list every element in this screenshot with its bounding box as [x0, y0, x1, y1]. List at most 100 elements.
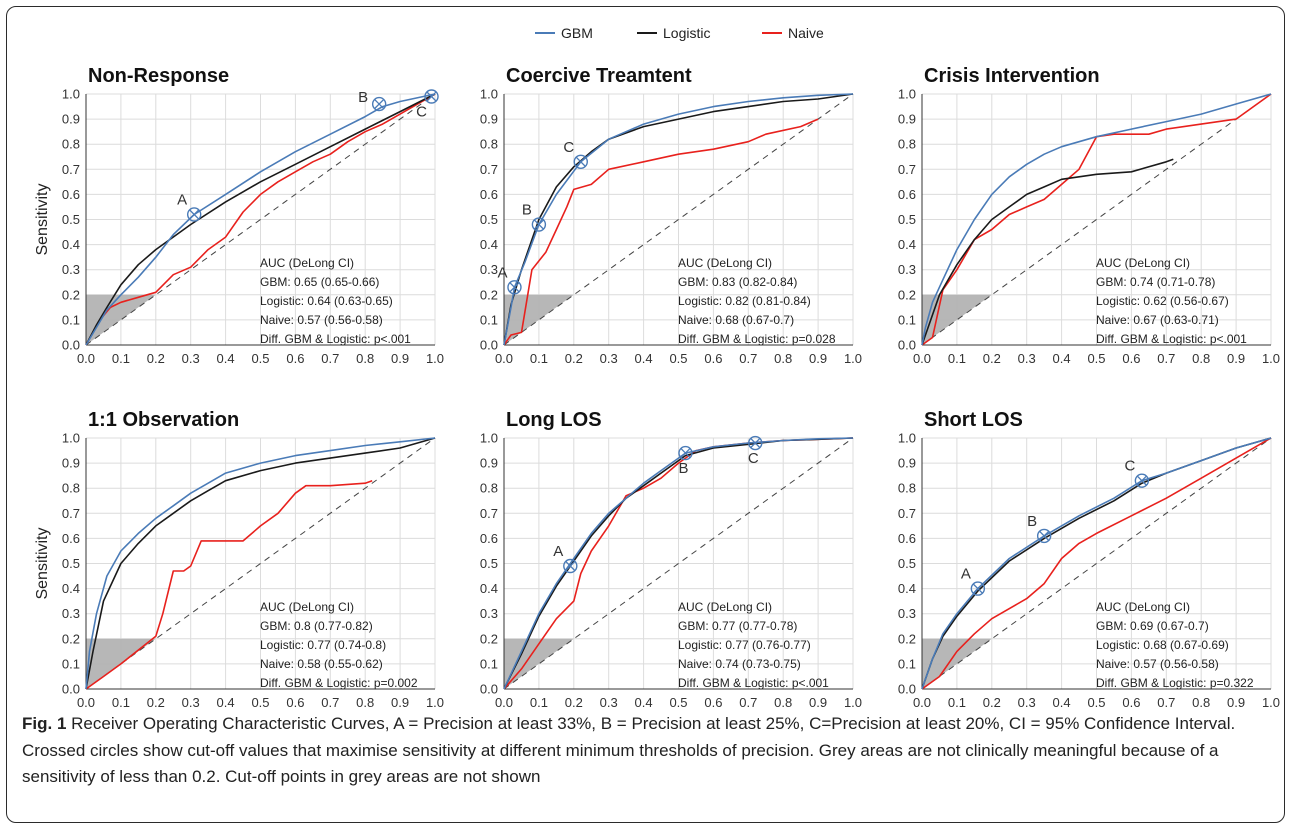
- y-tick-label: 0.1: [480, 656, 498, 671]
- y-tick-label: 0.5: [480, 212, 498, 227]
- auc-line: GBM: 0.83 (0.82-0.84): [678, 275, 797, 289]
- diagonal-reference-line: [85, 93, 436, 346]
- marker-cross: [565, 560, 576, 572]
- marker-label: B: [522, 202, 532, 219]
- diagonal-reference-line: [921, 437, 1272, 690]
- marker-label: A: [961, 566, 971, 583]
- x-tick-label: 0.5: [669, 695, 687, 707]
- x-tick-label: 0.3: [600, 351, 618, 366]
- y-tick-label: 0.4: [898, 237, 916, 252]
- x-tick-label: 0.8: [1192, 695, 1210, 707]
- curve-gbm: [921, 437, 1272, 690]
- auc-annotation: AUC (DeLong CI) GBM: 0.69 (0.67-0.7) Logis…: [1096, 600, 1254, 690]
- y-tick-label: 0.4: [480, 237, 498, 252]
- auc-line: Logistic: 0.68 (0.67-0.69): [1096, 638, 1229, 652]
- marker-cross: [680, 448, 691, 459]
- x-tick-label: 0.9: [1227, 351, 1245, 366]
- x-tick-label: 0.6: [704, 695, 722, 707]
- y-tick-label: 0.7: [480, 506, 498, 521]
- y-tick-label: 0.1: [62, 656, 80, 671]
- auc-annotation: AUC (DeLong CI) GBM: 0.83 (0.82-0.84) Logi…: [678, 256, 836, 346]
- y-tick-label: 0.7: [480, 162, 498, 177]
- marker-circle: [1036, 528, 1052, 544]
- curve-gbm: [503, 93, 854, 346]
- cutoff-marker-c: C: [416, 89, 439, 121]
- grey-region: [504, 294, 574, 345]
- x-tick-label: 0.4: [1053, 695, 1071, 707]
- x-tick-label: 1.0: [426, 351, 444, 366]
- cutoff-marker-b: B: [522, 202, 547, 232]
- x-tick-label: 0.4: [217, 351, 235, 366]
- x-tick-label: 0.2: [147, 695, 165, 707]
- y-tick-label: 0.1: [480, 312, 498, 327]
- y-tick-label: 0.2: [480, 287, 498, 302]
- panel-title: 1:1 Observation: [88, 409, 239, 431]
- roc-panel-short-los: 0.0 0.1 0.2 0.3 0.4 0.5 0.6 0.7 0.8 0.9 1.0 0.0 0.1 0…: [898, 409, 1280, 707]
- figure-caption: Fig. 1 Receiver Operating Characteristic…: [22, 711, 1272, 791]
- curve-gbm: [85, 93, 436, 346]
- x-tick-label: 0.5: [251, 351, 269, 366]
- x-tick-label: 0.4: [635, 695, 653, 707]
- roc-panel-non-response: 0.0 0.1 0.2 0.3 0.4 0.5 0.6 0.7 0.8 0.9 1.0 0.0 0.1 0…: [34, 65, 444, 366]
- y-tick-label: 0.1: [898, 312, 916, 327]
- y-tick-label: 0.6: [480, 531, 498, 546]
- x-tick-label: 0.2: [565, 351, 583, 366]
- panel-title: Short LOS: [924, 409, 1023, 431]
- marker-label: A: [497, 264, 507, 281]
- auc-line: Logistic: 0.62 (0.56-0.67): [1096, 294, 1229, 308]
- y-tick-label: 0.0: [62, 338, 80, 353]
- y-tick-label: 0.8: [480, 137, 498, 152]
- roc-panel-1-1-observation: 0.0 0.1 0.2 0.3 0.4 0.5 0.6 0.7 0.8 0.9 1.0 0.0 0.1 0…: [34, 409, 444, 707]
- y-tick-label: 0.1: [898, 656, 916, 671]
- x-tick-label: 0.9: [1227, 695, 1245, 707]
- y-tick-label: 0.9: [898, 456, 916, 471]
- y-tick-label: 0.6: [898, 531, 916, 546]
- auc-line: Naive: 0.57 (0.56-0.58): [1096, 657, 1219, 671]
- auc-line: Logistic: 0.82 (0.81-0.84): [678, 294, 811, 308]
- x-tick-label: 0.3: [1018, 351, 1036, 366]
- x-tick-label: 0.4: [217, 695, 235, 707]
- y-axis-label: Sensitivity: [34, 183, 51, 255]
- legend-label: GBM: [561, 25, 593, 41]
- y-tick-label: 0.3: [62, 606, 80, 621]
- marker-circle: [371, 96, 387, 112]
- y-tick-label: 0.0: [62, 682, 80, 697]
- y-tick-label: 0.2: [480, 631, 498, 646]
- y-tick-label: 0.5: [62, 212, 80, 227]
- y-tick-label: 0.2: [898, 631, 916, 646]
- legend-label: Naive: [788, 25, 824, 41]
- y-tick-label: 0.9: [62, 456, 80, 471]
- x-tick-label: 0.9: [809, 351, 827, 366]
- y-tick-label: 0.6: [62, 531, 80, 546]
- x-tick-label: 0.2: [983, 695, 1001, 707]
- y-tick-label: 0.3: [480, 262, 498, 277]
- y-tick-label: 0.2: [62, 631, 80, 646]
- curve-gbm: [85, 437, 436, 690]
- figure: GBM Logistic Naive 0.0 0.1 0.2 0.3 0.4 0.5 0.6 0.7…: [6, 6, 1285, 823]
- x-tick-label: 0.3: [1018, 695, 1036, 707]
- auc-heading: AUC (DeLong CI): [678, 600, 772, 614]
- y-tick-label: 1.0: [898, 87, 916, 102]
- x-tick-label: 0.2: [147, 351, 165, 366]
- y-tick-label: 0.6: [62, 187, 80, 202]
- y-tick-label: 0.7: [62, 162, 80, 177]
- curve-logistic: [85, 437, 436, 690]
- x-tick-label: 0.0: [495, 351, 513, 366]
- x-tick-label: 0.2: [983, 351, 1001, 366]
- curve-naive: [921, 93, 1272, 346]
- y-tick-label: 0.7: [898, 506, 916, 521]
- x-tick-label: 0.6: [286, 351, 304, 366]
- marker-label: A: [177, 191, 187, 208]
- x-tick-label: 0.8: [356, 695, 374, 707]
- y-tick-label: 1.0: [62, 431, 80, 446]
- grey-region: [922, 638, 992, 689]
- x-tick-label: 0.8: [356, 351, 374, 366]
- marker-cross: [426, 91, 437, 102]
- auc-heading: AUC (DeLong CI): [1096, 256, 1190, 270]
- legend: GBM Logistic Naive: [535, 25, 824, 41]
- legend-item-naive: Naive: [762, 25, 824, 41]
- y-tick-label: 0.0: [898, 682, 916, 697]
- y-tick-label: 0.4: [62, 581, 80, 596]
- marker-circle: [563, 558, 578, 574]
- auc-line: GBM: 0.65 (0.65-0.66): [260, 275, 379, 289]
